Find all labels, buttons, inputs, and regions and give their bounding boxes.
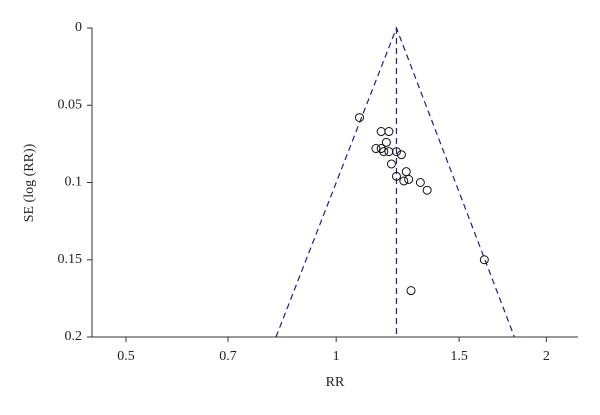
study-point [376, 127, 386, 137]
x-tick-label: 1 [333, 349, 340, 364]
study-point [371, 144, 381, 154]
y-tick-label: 0 [75, 20, 82, 35]
y-tick-label: 0.2 [65, 329, 83, 344]
study-point [376, 144, 386, 154]
y-tick-label: 0.1 [65, 175, 83, 190]
study-point [404, 174, 414, 184]
study-point [381, 137, 391, 147]
study-point [479, 255, 489, 265]
study-point [399, 176, 409, 186]
study-point [386, 159, 396, 169]
y-tick-label: 0.15 [58, 252, 83, 267]
x-axis-label: RR [326, 375, 345, 390]
x-tick-label: 2 [543, 349, 550, 364]
study-point [391, 147, 401, 157]
study-point [401, 167, 411, 177]
study-point [406, 286, 416, 296]
y-tick-label: 0.05 [58, 97, 83, 112]
x-tick-label: 0.7 [219, 349, 237, 364]
study-point [355, 113, 365, 123]
study-point [384, 127, 394, 137]
study-point [396, 150, 406, 160]
x-tick-label: 1.5 [450, 349, 468, 364]
study-point [384, 147, 394, 157]
funnel-line [275, 26, 515, 338]
study-point [391, 171, 401, 181]
y-axis-label: SE (log (RR)) [22, 143, 37, 222]
x-tick-label: 0.5 [117, 349, 135, 364]
study-point [422, 185, 432, 195]
study-point [415, 178, 425, 187]
study-point [379, 147, 389, 157]
